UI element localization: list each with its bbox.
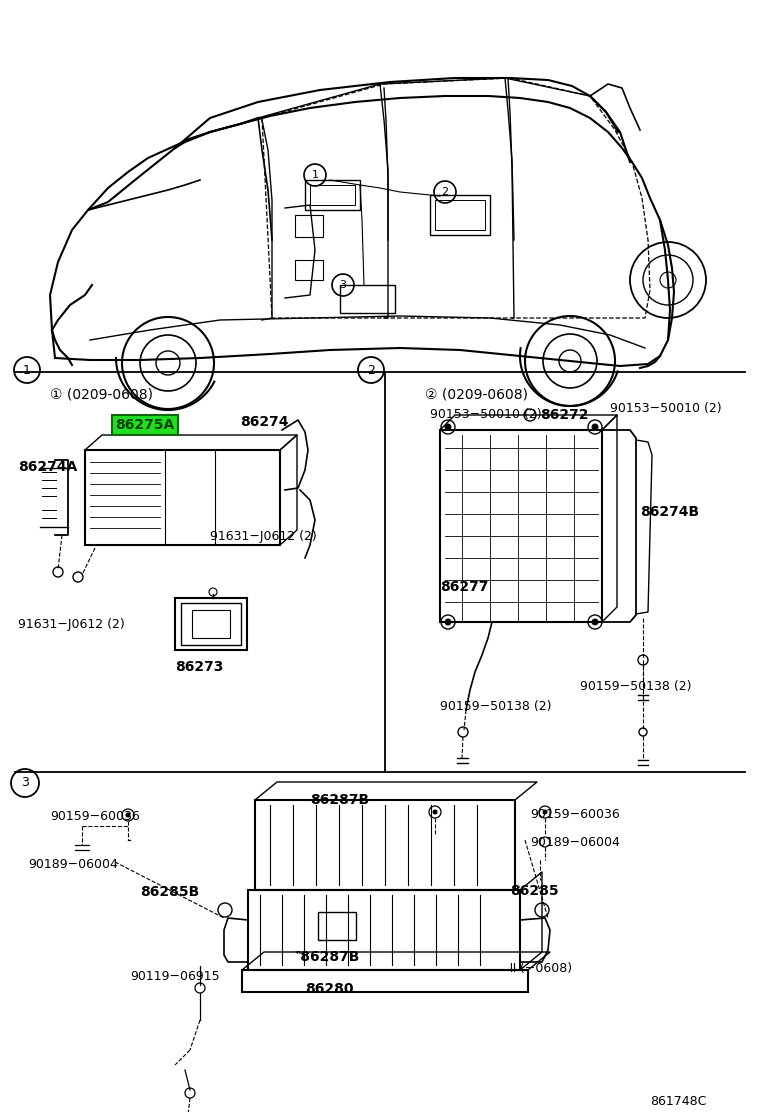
Text: 86274A: 86274A — [18, 460, 78, 474]
Text: 90159−60036: 90159−60036 — [50, 810, 140, 823]
Text: ① (0209-0608): ① (0209-0608) — [50, 388, 153, 403]
Bar — [435, 200, 485, 230]
Bar — [310, 185, 355, 205]
Bar — [255, 800, 515, 890]
Text: 86277: 86277 — [440, 580, 489, 594]
Text: 1: 1 — [23, 364, 31, 377]
Text: 86285: 86285 — [510, 884, 559, 898]
Text: 90153−50010 (2): 90153−50010 (2) — [430, 408, 542, 421]
Text: 86273: 86273 — [175, 661, 223, 674]
Bar — [318, 912, 356, 940]
Text: 86280: 86280 — [305, 982, 353, 996]
Bar — [242, 970, 528, 992]
Text: 90153−50010 (2): 90153−50010 (2) — [610, 403, 722, 415]
Text: 90159−50138 (2): 90159−50138 (2) — [580, 681, 692, 693]
Circle shape — [592, 424, 598, 430]
Text: ② (0209-0608): ② (0209-0608) — [425, 388, 528, 403]
Circle shape — [592, 619, 598, 625]
Text: 2: 2 — [367, 364, 375, 377]
Text: ‼ (−⁢0608): ‼ (−⁢0608) — [510, 962, 572, 975]
Text: 1: 1 — [312, 170, 318, 180]
Bar — [295, 215, 323, 237]
Circle shape — [433, 810, 437, 814]
Text: 86285B: 86285B — [140, 885, 199, 898]
Text: 86274: 86274 — [240, 415, 289, 429]
Circle shape — [543, 810, 547, 814]
Text: 3: 3 — [21, 776, 29, 790]
Text: 86272: 86272 — [540, 408, 588, 421]
Circle shape — [126, 813, 130, 817]
Bar — [340, 285, 395, 312]
Text: 91631−J0612 (2): 91631−J0612 (2) — [210, 530, 317, 543]
Bar — [295, 260, 323, 280]
Text: 91631−J0612 (2): 91631−J0612 (2) — [18, 618, 125, 631]
Circle shape — [445, 619, 451, 625]
Text: 2: 2 — [442, 187, 448, 197]
Bar — [430, 195, 490, 235]
Bar — [192, 610, 230, 638]
Bar — [305, 180, 360, 210]
Text: 861748C: 861748C — [650, 1095, 706, 1108]
Circle shape — [445, 424, 451, 430]
Bar — [175, 598, 247, 651]
Bar — [85, 450, 280, 545]
Text: 86287B: 86287B — [310, 793, 369, 807]
Text: 90189−06004: 90189−06004 — [28, 858, 118, 871]
Text: 90159−50138 (2): 90159−50138 (2) — [440, 699, 552, 713]
Text: 86275A: 86275A — [115, 418, 174, 431]
Text: 86274B: 86274B — [640, 505, 699, 519]
Bar — [181, 603, 241, 645]
Text: ‶86287B: ‶86287B — [295, 950, 360, 964]
Bar — [440, 430, 602, 622]
Bar — [248, 890, 520, 970]
Text: 3: 3 — [340, 280, 347, 290]
Text: 90189−06004: 90189−06004 — [530, 836, 620, 848]
Text: 90159−60036: 90159−60036 — [530, 808, 619, 821]
Text: 90119−06915: 90119−06915 — [130, 970, 220, 983]
